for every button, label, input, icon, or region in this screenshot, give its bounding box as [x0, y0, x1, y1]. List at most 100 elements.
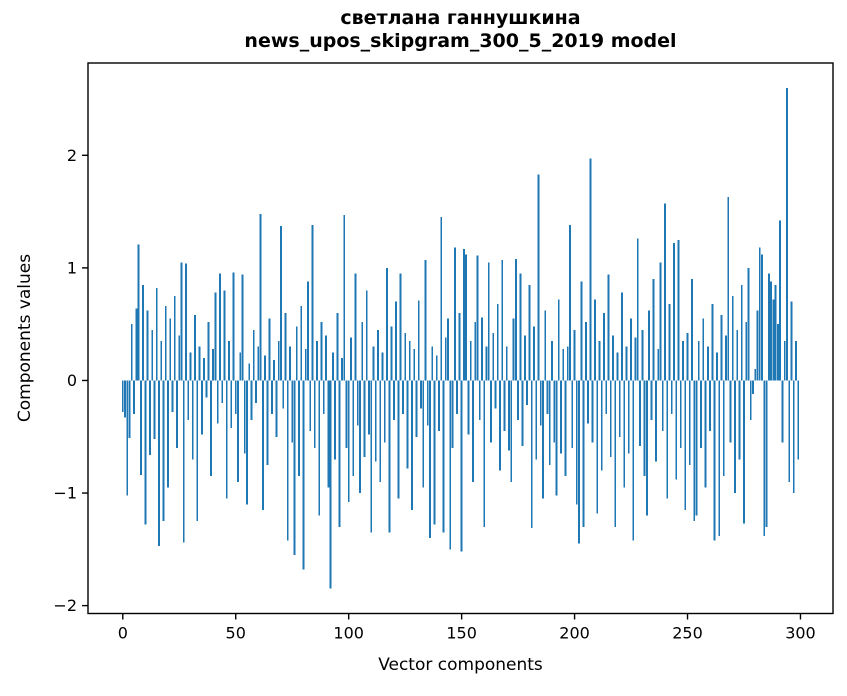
bar — [580, 281, 583, 381]
bar — [560, 380, 562, 454]
chart-title: светлана ганнушкина news_upos_skipgram_3… — [88, 7, 833, 53]
bar — [178, 335, 181, 381]
bar — [270, 380, 273, 415]
bar — [413, 348, 416, 381]
bar — [126, 380, 129, 496]
bar — [343, 214, 346, 381]
bar — [553, 380, 556, 443]
bar — [734, 380, 736, 494]
bar — [720, 315, 723, 381]
bar — [609, 380, 612, 458]
bar — [767, 273, 770, 381]
bar — [284, 312, 287, 381]
bar — [390, 326, 393, 381]
bar — [176, 380, 178, 449]
bar — [657, 348, 660, 381]
bar — [153, 380, 156, 440]
bar — [666, 380, 669, 499]
bar — [645, 380, 648, 516]
bar — [736, 329, 739, 381]
bar — [456, 380, 459, 415]
bar — [293, 380, 296, 555]
bar — [352, 380, 355, 477]
bar — [650, 380, 653, 420]
bar — [304, 348, 307, 381]
bar — [331, 352, 334, 381]
bar — [214, 292, 217, 381]
bar — [164, 306, 167, 381]
x-tick-label: 0 — [118, 624, 128, 643]
x-tick-label: 300 — [785, 624, 816, 643]
bar — [530, 380, 533, 528]
bar — [539, 380, 542, 426]
chart-title-line2: news_upos_skipgram_300_5_2019 model — [244, 30, 677, 52]
chart-title-line1: светлана ганнушкина — [340, 7, 581, 29]
bar — [338, 380, 341, 527]
bar — [187, 380, 190, 420]
x-tick-label: 200 — [559, 624, 590, 643]
bar — [546, 380, 549, 415]
bar — [478, 380, 481, 420]
bar — [765, 380, 768, 527]
bar — [334, 380, 337, 460]
bar — [171, 380, 174, 412]
bar — [758, 247, 761, 381]
bar — [655, 380, 657, 462]
bar — [309, 380, 312, 432]
bar — [167, 380, 169, 488]
bar — [264, 355, 267, 381]
bar — [189, 352, 192, 381]
bar — [408, 341, 411, 381]
bar — [295, 326, 298, 381]
y-tick-label: −2 — [53, 596, 77, 615]
bar — [519, 273, 522, 381]
bar — [209, 380, 212, 477]
bar — [169, 318, 172, 381]
bar — [363, 380, 366, 458]
bar — [207, 321, 210, 381]
bar — [625, 346, 628, 381]
bar — [347, 380, 350, 503]
bar — [361, 321, 364, 381]
bar — [426, 380, 429, 426]
bar — [469, 341, 472, 381]
bar — [514, 258, 517, 381]
bar — [442, 380, 445, 533]
bar — [797, 380, 800, 460]
bar — [582, 380, 585, 527]
bar — [388, 380, 391, 533]
bar — [273, 360, 276, 381]
bar — [289, 346, 291, 381]
bar — [664, 203, 666, 381]
bar — [652, 279, 655, 381]
bar — [196, 380, 199, 522]
bar — [634, 337, 637, 381]
bar — [578, 380, 580, 544]
bar — [241, 274, 244, 381]
bar — [124, 380, 126, 418]
bar — [512, 318, 515, 381]
bar — [444, 337, 447, 381]
bar — [591, 380, 594, 443]
bar — [300, 306, 303, 381]
bar — [490, 380, 492, 443]
bar — [487, 262, 490, 381]
bar — [749, 380, 752, 420]
bar — [139, 380, 142, 476]
bar — [783, 341, 786, 381]
y-axis-label: Components values — [15, 253, 35, 423]
bar — [223, 290, 226, 381]
bar — [386, 267, 388, 381]
bar — [318, 380, 321, 516]
bar — [460, 380, 463, 552]
bar — [250, 380, 253, 420]
bar — [752, 380, 754, 394]
bar — [542, 380, 544, 499]
bar — [630, 318, 632, 381]
bar — [374, 380, 377, 462]
bar — [718, 380, 721, 536]
bar — [155, 288, 158, 381]
bar — [682, 341, 684, 381]
bar — [415, 380, 418, 437]
bar — [557, 299, 560, 381]
